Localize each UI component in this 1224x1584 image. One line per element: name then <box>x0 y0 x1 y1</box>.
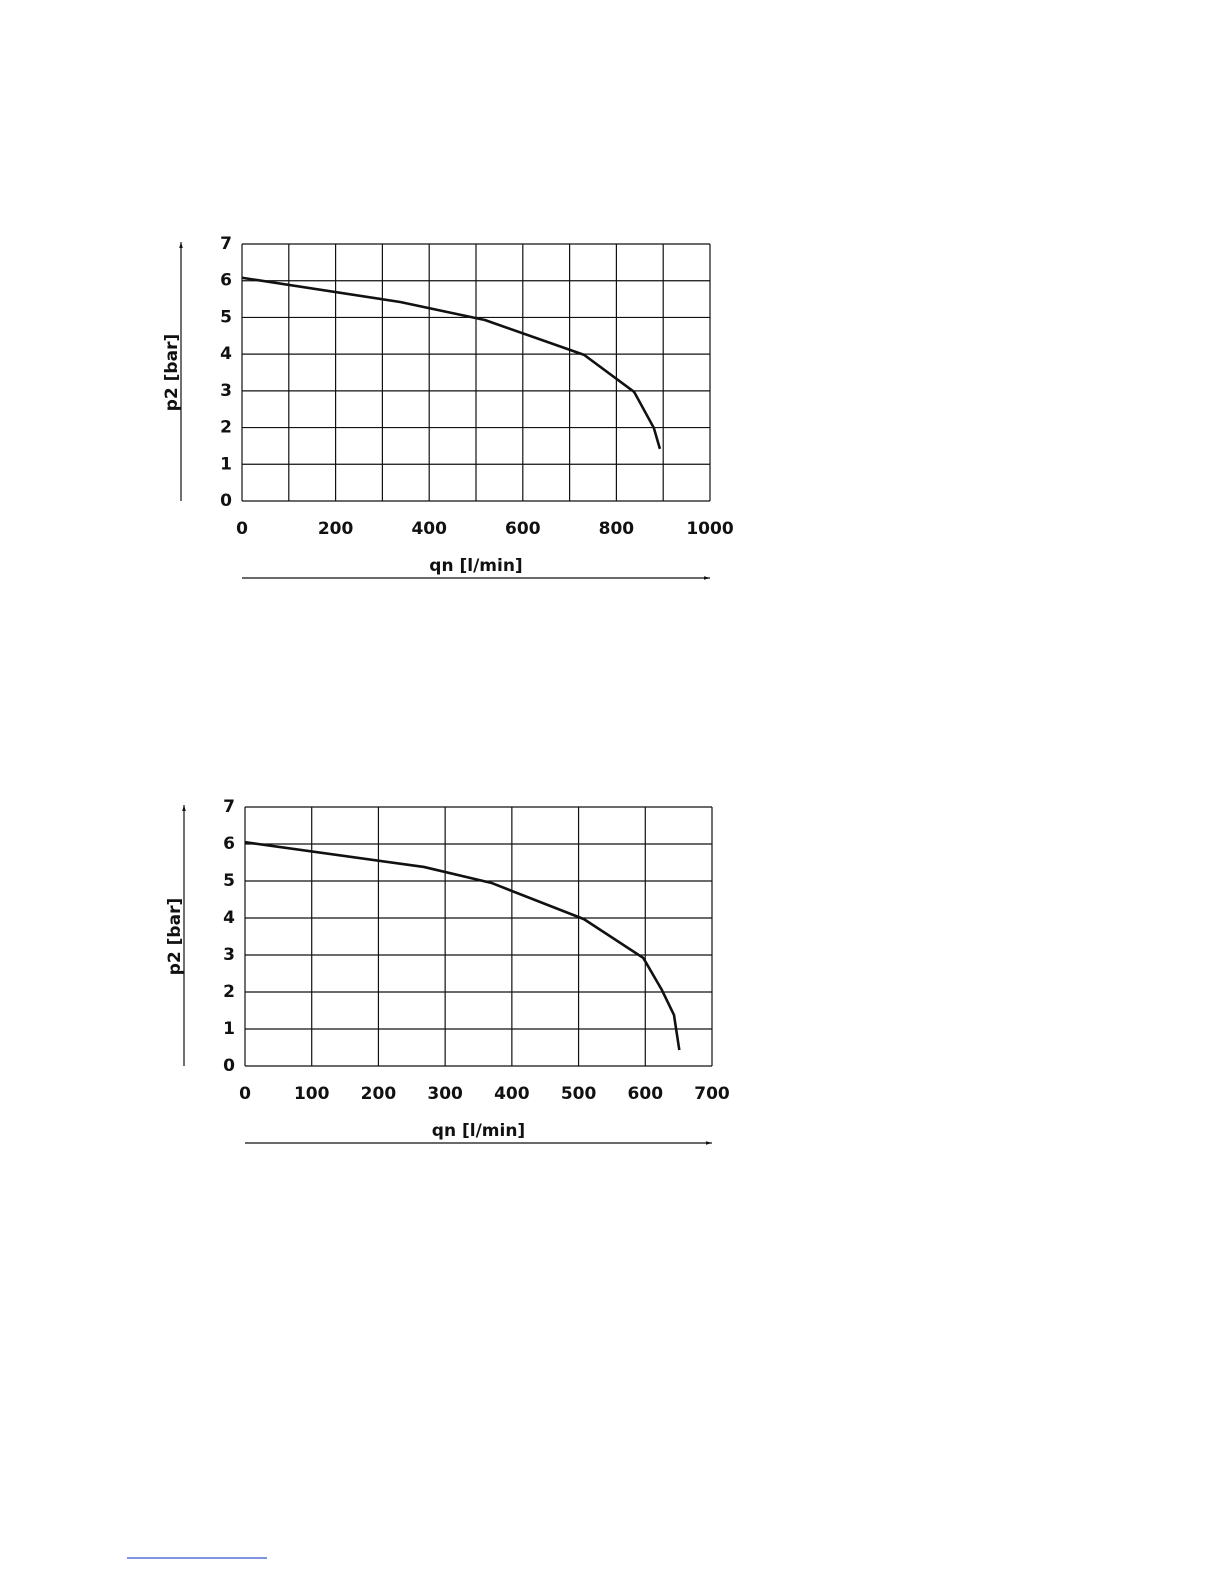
x-tick-label: 400 <box>494 1084 530 1104</box>
x-tick-label: 400 <box>411 519 447 539</box>
y-tick-label: 7 <box>223 797 235 817</box>
x-tick-label: 0 <box>236 519 248 539</box>
curve <box>244 840 681 1051</box>
x-tick-label: 200 <box>361 1084 397 1104</box>
x-axis-label: qn [l/min] <box>432 1121 525 1141</box>
x-tick-label: 600 <box>628 1084 664 1104</box>
y-tick-label: 0 <box>220 491 232 511</box>
y-axis-label: p2 [bar] <box>162 334 182 411</box>
y-axis-label: p2 [bar] <box>165 898 185 975</box>
x-tick-label: 1000 <box>686 519 733 539</box>
y-tick-label: 4 <box>223 908 235 928</box>
x-axis-label: qn [l/min] <box>429 556 522 576</box>
y-tick-label: 3 <box>220 381 232 401</box>
x-tick-label: 200 <box>318 519 354 539</box>
x-tick-label: 0 <box>239 1084 251 1104</box>
y-tick-label: 7 <box>220 234 232 254</box>
curve <box>241 276 662 450</box>
x-tick-label: 100 <box>294 1084 330 1104</box>
y-tick-label: 0 <box>223 1056 235 1076</box>
y-tick-label: 2 <box>223 982 235 1002</box>
y-tick-label: 5 <box>220 307 232 327</box>
y-tick-label: 1 <box>223 1019 235 1039</box>
x-tick-label: 700 <box>694 1084 730 1104</box>
y-tick-label: 5 <box>223 871 235 891</box>
x-tick-label: 300 <box>427 1084 463 1104</box>
y-tick-label: 3 <box>223 945 235 965</box>
x-tick-label: 600 <box>505 519 541 539</box>
y-tick-label: 6 <box>220 271 232 291</box>
x-tick-label: 500 <box>561 1084 597 1104</box>
y-tick-label: 1 <box>220 454 232 474</box>
x-tick-label: 800 <box>599 519 635 539</box>
y-tick-label: 6 <box>223 834 235 854</box>
y-tick-label: 2 <box>220 418 232 438</box>
y-tick-label: 4 <box>220 344 232 364</box>
